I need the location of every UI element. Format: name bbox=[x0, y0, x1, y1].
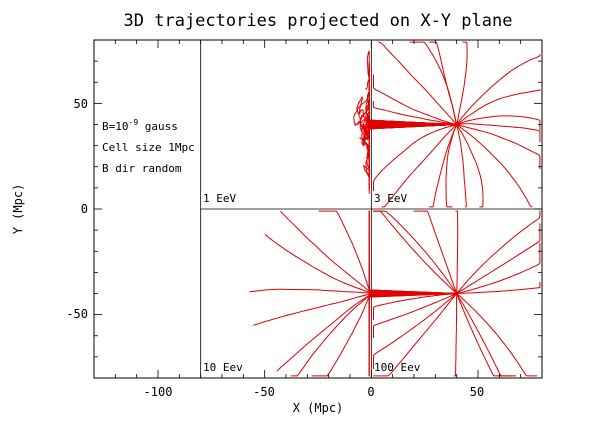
trajectory-line bbox=[373, 210, 458, 294]
trajectory-line bbox=[413, 210, 458, 294]
panel-label: 1 EeV bbox=[203, 192, 236, 205]
trajectory-line bbox=[365, 92, 458, 137]
panel-grid bbox=[200, 40, 542, 378]
trajectory-line bbox=[368, 65, 458, 125]
b-dir-annotation: B dir random bbox=[102, 162, 182, 175]
trajectory-line bbox=[456, 54, 541, 125]
trajectory-line bbox=[456, 123, 541, 143]
trajectory-line bbox=[373, 293, 458, 339]
trajectory-line bbox=[456, 293, 538, 377]
trajectory-line bbox=[456, 89, 541, 125]
trajectory-line bbox=[429, 124, 458, 208]
y-tick-label: 0 bbox=[81, 202, 88, 216]
x-axis-label: X (Mpc) bbox=[293, 401, 344, 415]
trajectory-line bbox=[318, 210, 458, 294]
trajectory-line bbox=[368, 82, 458, 125]
trajectory-line bbox=[455, 210, 459, 294]
trajectory-line bbox=[445, 124, 458, 208]
trajectory-line bbox=[311, 293, 458, 377]
trajectory-line bbox=[429, 41, 458, 125]
trajectory-line bbox=[368, 90, 458, 153]
trajectory-line bbox=[373, 124, 458, 192]
cell-size-annotation: Cell size 1Mpc bbox=[102, 141, 195, 154]
trajectory-line bbox=[366, 50, 458, 125]
x-tick-label: -50 bbox=[253, 385, 275, 399]
trajectory-layer bbox=[249, 41, 541, 377]
panel-label: 10 Eev bbox=[203, 361, 243, 374]
trajectory-line bbox=[456, 242, 541, 294]
x-tick-label: 50 bbox=[470, 385, 484, 399]
trajectory-line bbox=[368, 120, 458, 189]
axis-ticks bbox=[94, 40, 542, 378]
trajectory-line bbox=[373, 74, 458, 125]
y-tick-label: 50 bbox=[74, 97, 88, 111]
trajectory-line bbox=[368, 76, 458, 141]
trajectory-line bbox=[373, 293, 458, 321]
x-tick-label: -100 bbox=[144, 385, 173, 399]
trajectory-line bbox=[456, 124, 484, 208]
trajectory-line bbox=[456, 115, 541, 131]
trajectory-line bbox=[373, 101, 458, 125]
trajectory-line bbox=[456, 293, 512, 377]
trajectory-line bbox=[456, 41, 468, 125]
trajectory-line bbox=[290, 293, 458, 377]
trajectory-line bbox=[373, 293, 458, 377]
trajectory-line bbox=[368, 236, 458, 294]
trajectory-line bbox=[456, 210, 541, 294]
trajectory-line bbox=[456, 124, 541, 170]
trajectory-line bbox=[368, 124, 458, 194]
trajectory-line bbox=[253, 293, 458, 326]
trajectory-line bbox=[373, 293, 458, 369]
panel-label: 100 Eev bbox=[374, 361, 421, 374]
y-axis-label: Y (Mpc) bbox=[11, 184, 25, 235]
panel-label: 3 EeV bbox=[374, 192, 407, 205]
trajectory-line bbox=[368, 124, 458, 191]
trajectory-line bbox=[373, 210, 458, 294]
trajectory-line bbox=[365, 83, 458, 143]
trajectory-line bbox=[381, 124, 458, 208]
trajectory-line bbox=[280, 211, 458, 294]
trajectory-line bbox=[456, 223, 541, 294]
x-tick-label: 0 bbox=[367, 385, 374, 399]
trajectory-line bbox=[456, 124, 533, 208]
trajectory-line bbox=[456, 124, 467, 208]
trajectory-line bbox=[365, 100, 458, 167]
chart-title: 3D trajectories projected on X-Y plane bbox=[124, 11, 513, 31]
trajectory-line bbox=[264, 234, 458, 294]
trajectory-line bbox=[276, 293, 458, 372]
trajectory-line bbox=[249, 288, 458, 294]
trajectory-line bbox=[453, 293, 458, 377]
trajectory-line bbox=[368, 210, 458, 294]
trajectory-line bbox=[378, 41, 458, 125]
trajectory-line bbox=[409, 41, 458, 125]
trajectory-line bbox=[456, 281, 541, 294]
trajectory-line bbox=[356, 96, 458, 125]
trajectory-line bbox=[456, 293, 517, 377]
trajectory-line bbox=[366, 124, 458, 177]
trajectory-line bbox=[368, 293, 458, 315]
y-tick-label: -50 bbox=[66, 307, 88, 321]
trajectory-line bbox=[364, 103, 458, 160]
b-field-annotation: B=10-9 gauss bbox=[102, 118, 178, 133]
